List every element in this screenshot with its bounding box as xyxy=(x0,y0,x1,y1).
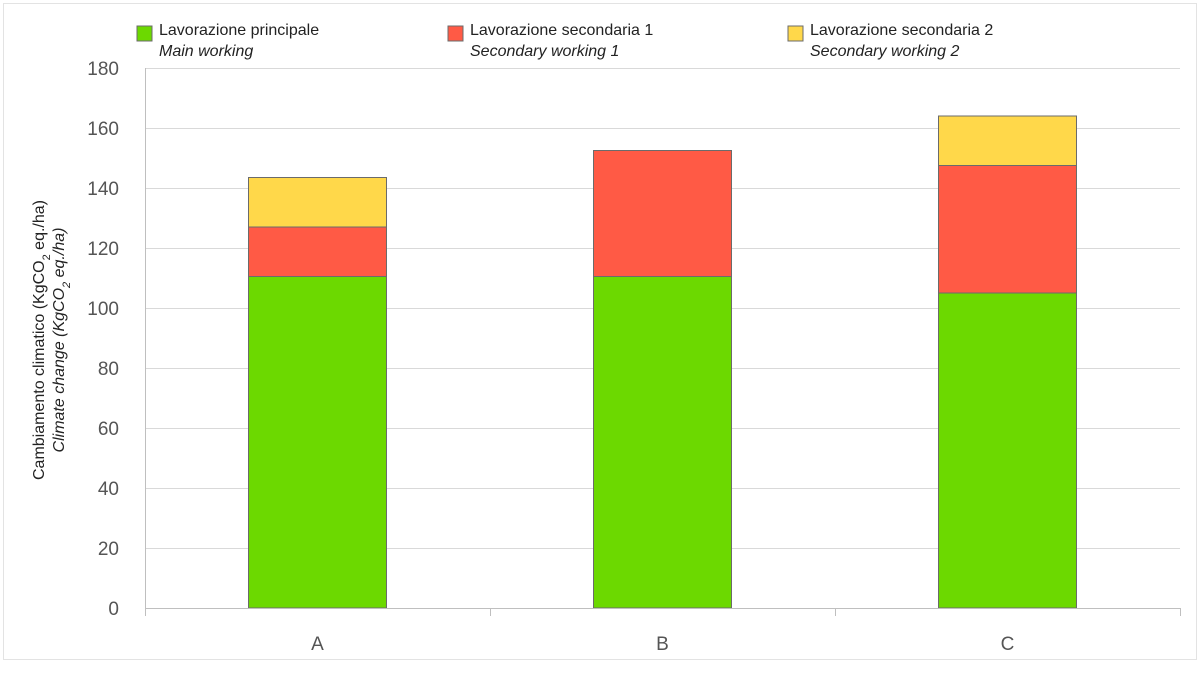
y-axis-label-english: Climate change (KgCO2 eq./ha) xyxy=(51,228,73,453)
y-tick-label: 40 xyxy=(98,479,119,500)
chart-frame xyxy=(3,3,1197,660)
y-tick-label: 120 xyxy=(87,239,119,260)
y-tick-label: 80 xyxy=(98,359,119,380)
axis-layer: 0 20 40 60 80 100 120 140 160 180 A B C xyxy=(87,59,1181,655)
y-tick-label: 60 xyxy=(98,419,119,440)
bar-segment xyxy=(938,165,1077,294)
y-axis-label-italian: Cambiamento climatico (KgCO2 eq./ha) xyxy=(31,200,53,480)
legend-swatch xyxy=(787,25,804,42)
y-tick-label: 180 xyxy=(87,59,119,80)
legend-label-english: Main working xyxy=(159,43,253,60)
bar-segment xyxy=(938,115,1077,166)
legend-label: Lavorazione principale xyxy=(159,22,319,39)
bar-segment xyxy=(593,276,732,609)
y-tick-label: 100 xyxy=(87,299,119,320)
bar-segment xyxy=(938,292,1077,609)
y-axis-label-italian-suffix: eq./ha) xyxy=(31,200,48,254)
bar-segment xyxy=(248,177,387,228)
y-axis-label: Cambiamento climatico (KgCO2 eq./ha) Cli… xyxy=(31,200,73,480)
legend-item: Lavorazione principale Main working xyxy=(136,22,319,60)
y-axis-label-italian-prefix: Cambiamento climatico (KgCO xyxy=(31,260,48,480)
y-axis-label-english-prefix: Climate change (KgCO xyxy=(51,288,68,453)
legend-swatch xyxy=(447,25,464,42)
y-axis-label-english-suffix: eq./ha) xyxy=(51,228,68,282)
legend-label: Lavorazione secondaria 1 xyxy=(470,22,653,39)
y-tick-label: 0 xyxy=(108,599,119,620)
legend-label: Lavorazione secondaria 2 xyxy=(810,22,993,39)
y-axis-label-italian-subscript: 2 xyxy=(41,254,53,260)
bars-layer xyxy=(248,115,1077,609)
x-tick-label: C xyxy=(1001,634,1015,655)
legend-swatch xyxy=(136,25,153,42)
x-tick-label: A xyxy=(311,634,324,655)
x-tick-label: B xyxy=(656,634,669,655)
bar-segment xyxy=(248,276,387,609)
y-tick-label: 20 xyxy=(98,539,119,560)
bar-segment xyxy=(593,150,732,277)
legend-label-english: Secondary working 1 xyxy=(470,43,619,60)
legend-item: Lavorazione secondaria 2 Secondary workin… xyxy=(787,22,993,60)
legend-item: Lavorazione secondaria 1 Secondary workin… xyxy=(447,22,653,60)
bar-segment xyxy=(248,226,387,277)
legend-label-english: Secondary working 2 xyxy=(810,43,960,60)
y-axis-label-english-subscript: 2 xyxy=(61,282,73,289)
y-tick-label: 140 xyxy=(87,179,119,200)
y-tick-label: 160 xyxy=(87,119,119,140)
